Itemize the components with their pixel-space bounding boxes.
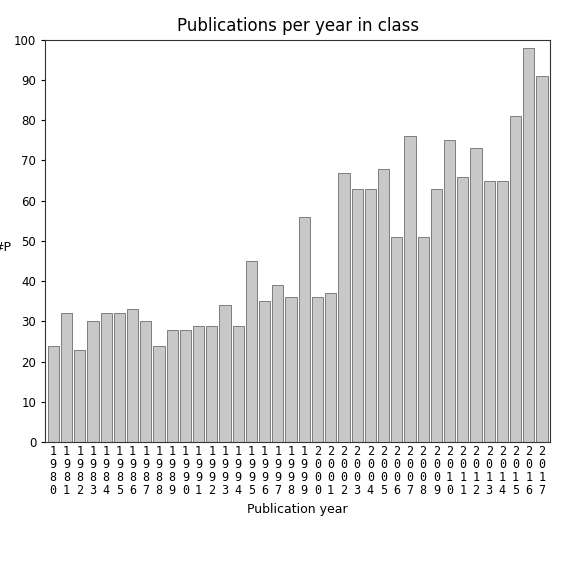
Bar bbox=[285, 297, 297, 442]
Bar bbox=[100, 314, 112, 442]
Bar bbox=[484, 180, 495, 442]
Bar bbox=[471, 149, 481, 442]
Bar bbox=[87, 321, 99, 442]
Bar bbox=[193, 325, 204, 442]
Bar bbox=[536, 76, 548, 442]
Bar bbox=[272, 285, 284, 442]
Bar bbox=[391, 237, 403, 442]
Bar bbox=[140, 321, 151, 442]
Bar bbox=[206, 325, 217, 442]
Bar bbox=[167, 329, 178, 442]
Bar bbox=[114, 314, 125, 442]
Bar bbox=[180, 329, 191, 442]
Bar bbox=[127, 310, 138, 442]
Bar bbox=[325, 293, 336, 442]
Bar bbox=[338, 172, 349, 442]
Bar bbox=[232, 325, 244, 442]
Bar bbox=[431, 189, 442, 442]
Bar bbox=[352, 189, 363, 442]
Bar bbox=[365, 189, 376, 442]
Bar bbox=[523, 48, 535, 442]
Bar bbox=[153, 346, 164, 442]
Bar bbox=[378, 168, 389, 442]
Bar bbox=[312, 297, 323, 442]
Bar bbox=[497, 180, 508, 442]
Bar bbox=[246, 261, 257, 442]
Bar bbox=[510, 116, 521, 442]
Bar bbox=[48, 346, 59, 442]
Bar bbox=[219, 306, 231, 442]
Bar bbox=[404, 136, 416, 442]
Bar bbox=[74, 350, 85, 442]
X-axis label: Publication year: Publication year bbox=[247, 502, 348, 515]
Bar bbox=[299, 217, 310, 442]
Title: Publications per year in class: Publications per year in class bbox=[176, 18, 419, 35]
Bar bbox=[259, 302, 270, 442]
Bar bbox=[417, 237, 429, 442]
Bar bbox=[444, 141, 455, 442]
Y-axis label: #P: #P bbox=[0, 241, 11, 254]
Bar bbox=[61, 314, 72, 442]
Bar bbox=[457, 176, 468, 442]
